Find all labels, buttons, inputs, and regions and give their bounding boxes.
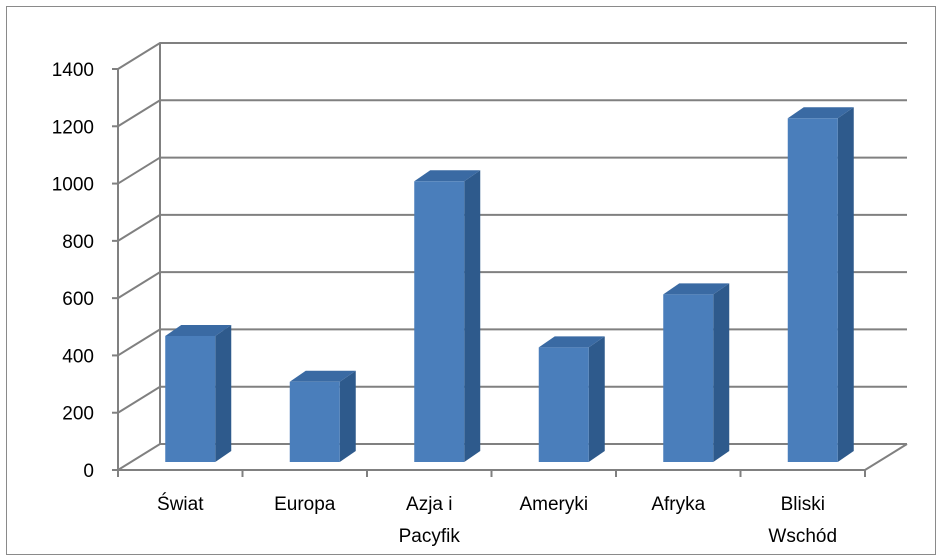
bar-side xyxy=(588,336,605,462)
bar-top xyxy=(538,336,605,348)
x-tick-label: Azja i Pacyfik xyxy=(399,494,461,547)
y-tick-label: 200 xyxy=(62,404,94,425)
x-tick-label: Świat xyxy=(157,493,204,515)
bar-front xyxy=(663,294,714,462)
x-tick-label: Ameryki xyxy=(519,494,588,515)
bar-front xyxy=(414,181,465,462)
bar-top xyxy=(414,170,481,182)
bar-top xyxy=(663,283,730,295)
bar-front xyxy=(787,118,838,462)
x-tick-label: Bliski Wschód xyxy=(768,494,837,547)
bar xyxy=(663,283,730,462)
bar-front xyxy=(289,381,340,462)
bar xyxy=(538,336,605,462)
bar xyxy=(165,324,232,462)
bar-top xyxy=(289,370,356,382)
bar-side xyxy=(464,170,481,462)
bar-side xyxy=(713,283,730,462)
bars xyxy=(165,107,854,462)
y-tick-label: 0 xyxy=(83,461,94,482)
bar-side xyxy=(837,107,854,462)
y-tick-label: 1200 xyxy=(52,117,94,138)
y-tick-label: 1000 xyxy=(52,175,94,196)
bar-side xyxy=(215,324,232,462)
bar-top xyxy=(165,324,232,336)
bar-front xyxy=(165,335,216,462)
bar xyxy=(414,170,481,462)
labels: 0 200 400 600 800 1000 1200 1400 Świat Europa Azja… xyxy=(52,60,837,547)
bar xyxy=(289,370,356,462)
bar-front xyxy=(538,347,589,462)
bar xyxy=(787,107,854,462)
y-tick-label: 400 xyxy=(62,346,94,367)
gridline xyxy=(117,42,907,70)
x-tick-label: Afryka xyxy=(651,494,705,515)
axes xyxy=(112,43,908,477)
x-tick-label: Europa xyxy=(274,494,336,515)
y-tick-label: 800 xyxy=(62,232,94,253)
y-tick-label: 1400 xyxy=(52,60,94,81)
bar-top xyxy=(787,107,854,119)
bar-side xyxy=(339,370,356,462)
y-tick-label: 600 xyxy=(62,289,94,310)
